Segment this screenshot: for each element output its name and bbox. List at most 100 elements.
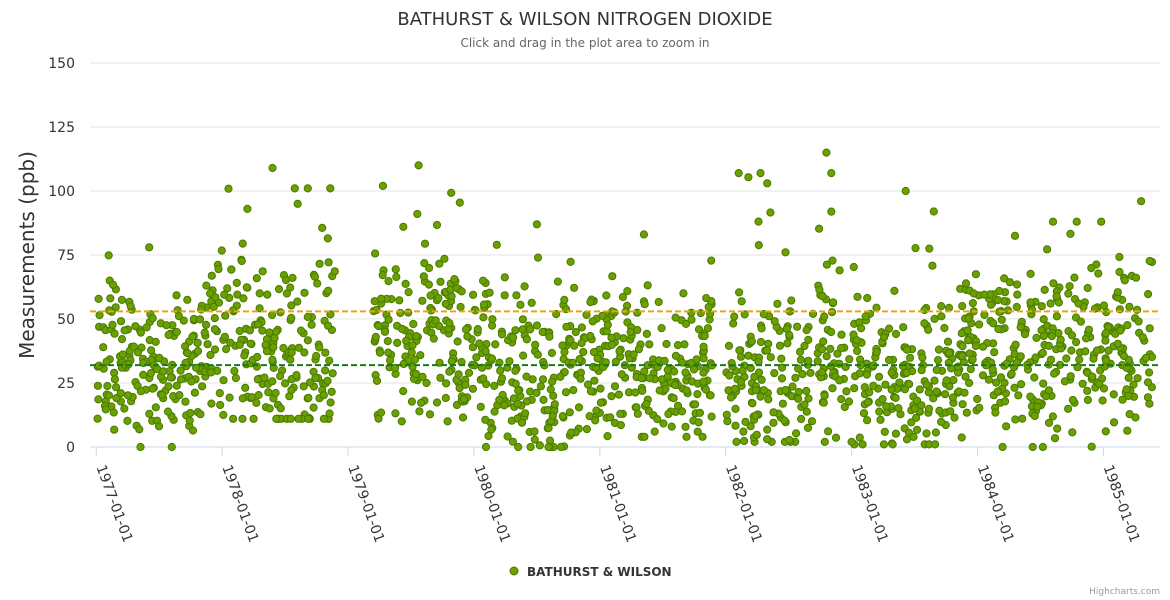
data-point[interactable]: [993, 296, 1003, 305]
data-point[interactable]: [1040, 285, 1049, 294]
data-point[interactable]: [671, 380, 680, 390]
data-point[interactable]: [527, 298, 536, 307]
data-point[interactable]: [497, 374, 507, 383]
data-point[interactable]: [654, 297, 663, 307]
data-point[interactable]: [445, 319, 454, 328]
data-point[interactable]: [435, 259, 444, 268]
data-point[interactable]: [1046, 299, 1055, 308]
data-point[interactable]: [679, 289, 688, 298]
data-point[interactable]: [538, 375, 548, 384]
data-point[interactable]: [872, 348, 881, 357]
data-point[interactable]: [614, 390, 624, 399]
data-point[interactable]: [490, 407, 499, 416]
data-point[interactable]: [828, 384, 837, 393]
data-point[interactable]: [669, 394, 678, 403]
data-point[interactable]: [964, 314, 973, 323]
data-point[interactable]: [145, 409, 154, 418]
data-point[interactable]: [326, 184, 335, 193]
data-point[interactable]: [458, 413, 468, 422]
data-point[interactable]: [567, 428, 576, 437]
data-point[interactable]: [395, 296, 404, 305]
data-point[interactable]: [531, 340, 540, 349]
data-point[interactable]: [1104, 346, 1113, 355]
data-point[interactable]: [687, 308, 696, 317]
data-point[interactable]: [209, 302, 218, 311]
data-point[interactable]: [220, 332, 229, 341]
data-point[interactable]: [1102, 356, 1111, 365]
data-point[interactable]: [539, 395, 548, 404]
data-point[interactable]: [764, 395, 773, 404]
data-point[interactable]: [436, 373, 445, 382]
data-point[interactable]: [804, 356, 813, 365]
data-point[interactable]: [1016, 352, 1025, 361]
data-point[interactable]: [120, 326, 129, 335]
data-point[interactable]: [136, 442, 145, 452]
data-point[interactable]: [399, 359, 408, 369]
data-point[interactable]: [777, 354, 786, 363]
data-point[interactable]: [1138, 333, 1147, 342]
data-point[interactable]: [1039, 315, 1048, 324]
data-point[interactable]: [626, 328, 635, 337]
data-point[interactable]: [822, 352, 831, 361]
data-point[interactable]: [607, 333, 616, 342]
data-point[interactable]: [570, 283, 579, 292]
data-point[interactable]: [1074, 299, 1083, 308]
data-point[interactable]: [386, 356, 395, 365]
data-point[interactable]: [780, 416, 789, 425]
data-point[interactable]: [183, 295, 192, 304]
data-point[interactable]: [757, 324, 766, 333]
data-point[interactable]: [922, 429, 931, 438]
data-point[interactable]: [818, 345, 827, 354]
data-point[interactable]: [575, 355, 584, 364]
data-point[interactable]: [419, 272, 428, 281]
data-point[interactable]: [835, 266, 844, 275]
data-point[interactable]: [294, 414, 303, 423]
data-point[interactable]: [958, 400, 967, 409]
data-point[interactable]: [1115, 267, 1124, 277]
data-point[interactable]: [731, 421, 740, 430]
data-point[interactable]: [770, 369, 779, 378]
data-point[interactable]: [730, 312, 739, 321]
data-point[interactable]: [887, 385, 896, 394]
data-point[interactable]: [756, 337, 766, 347]
data-point[interactable]: [237, 256, 246, 266]
data-point[interactable]: [574, 403, 584, 412]
data-point[interactable]: [980, 290, 989, 299]
data-point[interactable]: [378, 181, 387, 190]
data-point[interactable]: [818, 368, 827, 377]
data-point[interactable]: [631, 388, 640, 397]
data-point[interactable]: [420, 259, 429, 268]
data-point[interactable]: [1001, 397, 1010, 406]
data-point[interactable]: [735, 288, 744, 297]
data-point[interactable]: [607, 392, 616, 401]
data-point[interactable]: [110, 329, 119, 338]
data-point[interactable]: [1047, 332, 1057, 341]
data-point[interactable]: [912, 413, 921, 422]
data-point[interactable]: [869, 381, 878, 390]
data-point[interactable]: [286, 414, 295, 423]
data-point[interactable]: [469, 290, 478, 299]
data-point[interactable]: [1011, 415, 1020, 424]
data-point[interactable]: [544, 424, 553, 433]
data-point[interactable]: [1018, 414, 1027, 423]
data-point[interactable]: [766, 353, 775, 362]
data-point[interactable]: [404, 288, 413, 297]
data-point[interactable]: [560, 347, 569, 357]
data-point[interactable]: [1109, 390, 1118, 399]
data-point[interactable]: [426, 291, 435, 300]
data-point[interactable]: [937, 312, 946, 321]
data-point[interactable]: [960, 388, 969, 397]
data-point[interactable]: [252, 274, 261, 283]
data-point[interactable]: [472, 353, 481, 362]
data-point[interactable]: [183, 348, 192, 358]
data-point[interactable]: [202, 281, 211, 290]
data-point[interactable]: [689, 365, 699, 374]
data-point[interactable]: [511, 326, 520, 335]
data-point[interactable]: [837, 395, 846, 404]
data-point[interactable]: [391, 363, 400, 372]
data-point[interactable]: [412, 369, 421, 379]
data-point[interactable]: [850, 384, 859, 393]
data-point[interactable]: [207, 271, 216, 280]
data-point[interactable]: [196, 410, 205, 419]
data-point[interactable]: [425, 263, 434, 273]
